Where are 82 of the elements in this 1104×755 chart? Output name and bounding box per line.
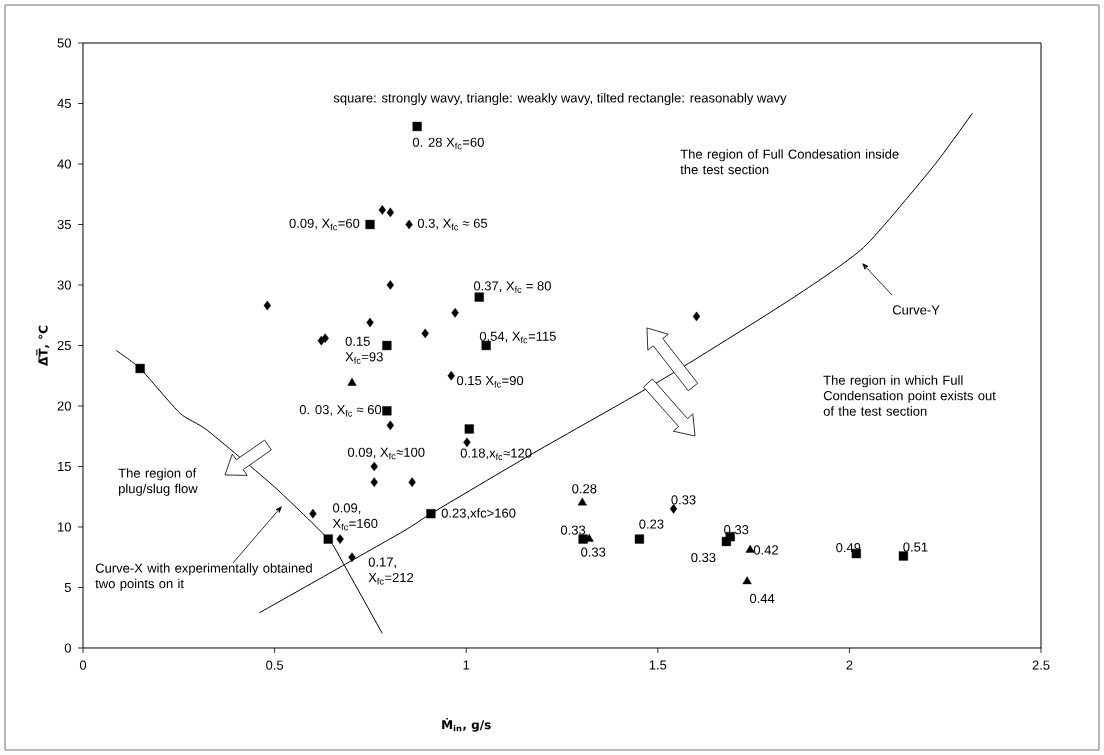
annotation: 0.33 bbox=[560, 525, 586, 535]
annotation: The region of Full Condesation inside the test section bbox=[680, 149, 899, 175]
point bbox=[378, 205, 386, 215]
point bbox=[634, 534, 645, 544]
annotation: 0.15 X$_{fc}$=93 bbox=[345, 336, 383, 364]
point bbox=[405, 219, 413, 230]
point bbox=[386, 420, 394, 431]
point bbox=[347, 377, 357, 386]
point bbox=[577, 497, 587, 506]
point bbox=[745, 544, 755, 553]
point bbox=[386, 280, 394, 290]
annotation: 0.09, X$_{fc}$=160 bbox=[332, 503, 378, 531]
annotation: 0.18,x$_{fc}$≈120 bbox=[460, 448, 532, 461]
point bbox=[323, 534, 333, 544]
y-tick-label: 25 bbox=[57, 340, 71, 351]
point bbox=[412, 121, 422, 132]
point bbox=[669, 504, 678, 514]
y-tick-label: 40 bbox=[57, 159, 71, 169]
point bbox=[382, 406, 392, 416]
annotation: 0.51 bbox=[903, 542, 928, 552]
point bbox=[263, 300, 271, 311]
annotation: The region in which Full Condensation point exists out of the test section bbox=[823, 375, 996, 416]
point bbox=[464, 424, 474, 434]
point bbox=[365, 219, 375, 230]
point bbox=[451, 308, 459, 318]
annotation: 0.15 X$_{fc}$=90 bbox=[456, 375, 524, 388]
annotation: 0.44 bbox=[749, 593, 775, 604]
x-tick-label: 1 bbox=[463, 660, 470, 670]
x-axis-title: Ṁ$_{in}$, g/s bbox=[442, 717, 491, 732]
annotation: 0.28 bbox=[572, 484, 597, 494]
x-tick-label: 1.5 bbox=[649, 660, 667, 670]
x-tick-label: 0 bbox=[79, 660, 87, 670]
x-tick-label: 0.5 bbox=[266, 660, 284, 670]
annotation: 0.23,xfc>160 bbox=[441, 508, 516, 520]
y-axis-title: Δ̅T̅, °C bbox=[36, 325, 50, 366]
x-tick-label: 2 bbox=[846, 660, 853, 670]
y-tick-label: 35 bbox=[57, 219, 71, 230]
point bbox=[348, 552, 356, 563]
annotation: The region of plug/slug flow bbox=[118, 468, 198, 496]
point bbox=[447, 370, 455, 381]
x-tick-label: 2.5 bbox=[1032, 660, 1050, 670]
annotation: 0.09, X$_{fc}$=60 bbox=[289, 218, 360, 231]
y-tick-label: 30 bbox=[57, 280, 71, 290]
annotation: square: strongly wavy, triangle: weakly wavy, tilted rectangle: reasonably wavy bbox=[333, 92, 787, 106]
point bbox=[474, 292, 484, 302]
annotation: Curve-X with experimentally obtained two points on it bbox=[95, 563, 312, 591]
point bbox=[898, 551, 909, 561]
point bbox=[366, 317, 374, 328]
annotation: 0.3, X$_{fc}$ ≈ 65 bbox=[417, 218, 488, 231]
annotation: 0.33 bbox=[581, 547, 606, 557]
point bbox=[135, 363, 145, 374]
y-tick-label: 5 bbox=[64, 582, 71, 593]
y-tick-label: 10 bbox=[58, 522, 71, 532]
point bbox=[336, 534, 344, 544]
annotation: 0. 03, X$_{fc}$ ≈ 60 bbox=[299, 405, 382, 417]
annotation: 0.33 bbox=[691, 552, 716, 563]
point bbox=[370, 461, 378, 472]
y-tick-label: 45 bbox=[57, 98, 71, 109]
annotation: 0.33 bbox=[671, 495, 696, 505]
point bbox=[321, 333, 329, 344]
point bbox=[309, 508, 317, 519]
y-tick-label: 15 bbox=[58, 461, 71, 472]
y-tick-label: 20 bbox=[57, 401, 71, 411]
annotation: 0.23 bbox=[639, 519, 664, 529]
point bbox=[408, 477, 416, 488]
annotation: 0.42 bbox=[753, 545, 779, 555]
annotation: 0.37, X$_{fc}$ = 80 bbox=[473, 281, 551, 293]
y-tick-label: 50 bbox=[57, 38, 71, 48]
point bbox=[370, 477, 378, 488]
point bbox=[386, 207, 394, 218]
annotation: 0. 28 X$_{fc}$=60 bbox=[412, 137, 484, 150]
y-tick-label: 0 bbox=[64, 643, 71, 653]
point bbox=[421, 328, 429, 339]
annotation: 0.09, X$_{fc}$≈100 bbox=[347, 447, 425, 460]
annotation: 0.17, X$_{fc}$=212 bbox=[368, 557, 414, 585]
point bbox=[382, 340, 392, 351]
point bbox=[426, 509, 436, 519]
point bbox=[463, 437, 471, 448]
point bbox=[692, 311, 701, 322]
annotation: Curve-Y bbox=[892, 305, 940, 315]
annotation: 0.54, X$_{fc}$=115 bbox=[479, 331, 556, 344]
point bbox=[742, 576, 752, 585]
